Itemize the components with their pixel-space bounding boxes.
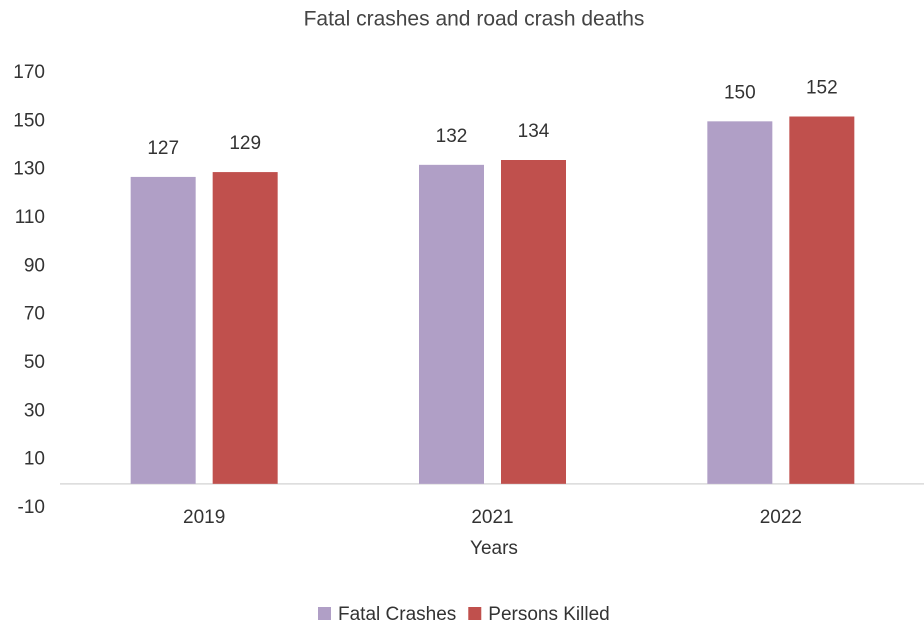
y-tick-label: 170 <box>13 62 45 83</box>
x-tick-label: 2019 <box>183 507 225 528</box>
data-label: 150 <box>724 82 756 103</box>
bar <box>212 172 278 484</box>
y-tick-label: 90 <box>24 255 45 276</box>
x-tick-label: 2021 <box>471 507 513 528</box>
y-tick-label: 70 <box>24 304 45 325</box>
data-label: 134 <box>518 121 550 142</box>
legend-swatch <box>468 607 482 620</box>
data-label: 127 <box>147 138 179 159</box>
data-label: 152 <box>806 78 838 99</box>
y-tick-label: 30 <box>24 400 45 421</box>
y-tick-label: -10 <box>18 497 45 518</box>
legend-label: Fatal Crashes <box>338 604 456 625</box>
y-tick-label: 110 <box>15 207 45 228</box>
bar <box>501 160 566 484</box>
data-label: 129 <box>229 133 261 154</box>
y-tick-label: 10 <box>24 449 45 470</box>
bar <box>419 164 484 484</box>
chart-title: Fatal crashes and road crash deaths <box>304 8 645 31</box>
bar <box>130 176 196 484</box>
y-tick-label: 130 <box>13 159 45 180</box>
legend-label: Persons Killed <box>488 604 609 625</box>
y-tick-label: 150 <box>13 110 45 131</box>
x-tick-label: 2022 <box>760 507 802 528</box>
y-tick-label: 50 <box>24 352 45 373</box>
bar <box>789 116 855 484</box>
legend-swatch <box>318 607 331 620</box>
data-label: 132 <box>436 126 468 147</box>
bar <box>707 121 773 484</box>
x-axis-label: Years <box>470 538 518 559</box>
